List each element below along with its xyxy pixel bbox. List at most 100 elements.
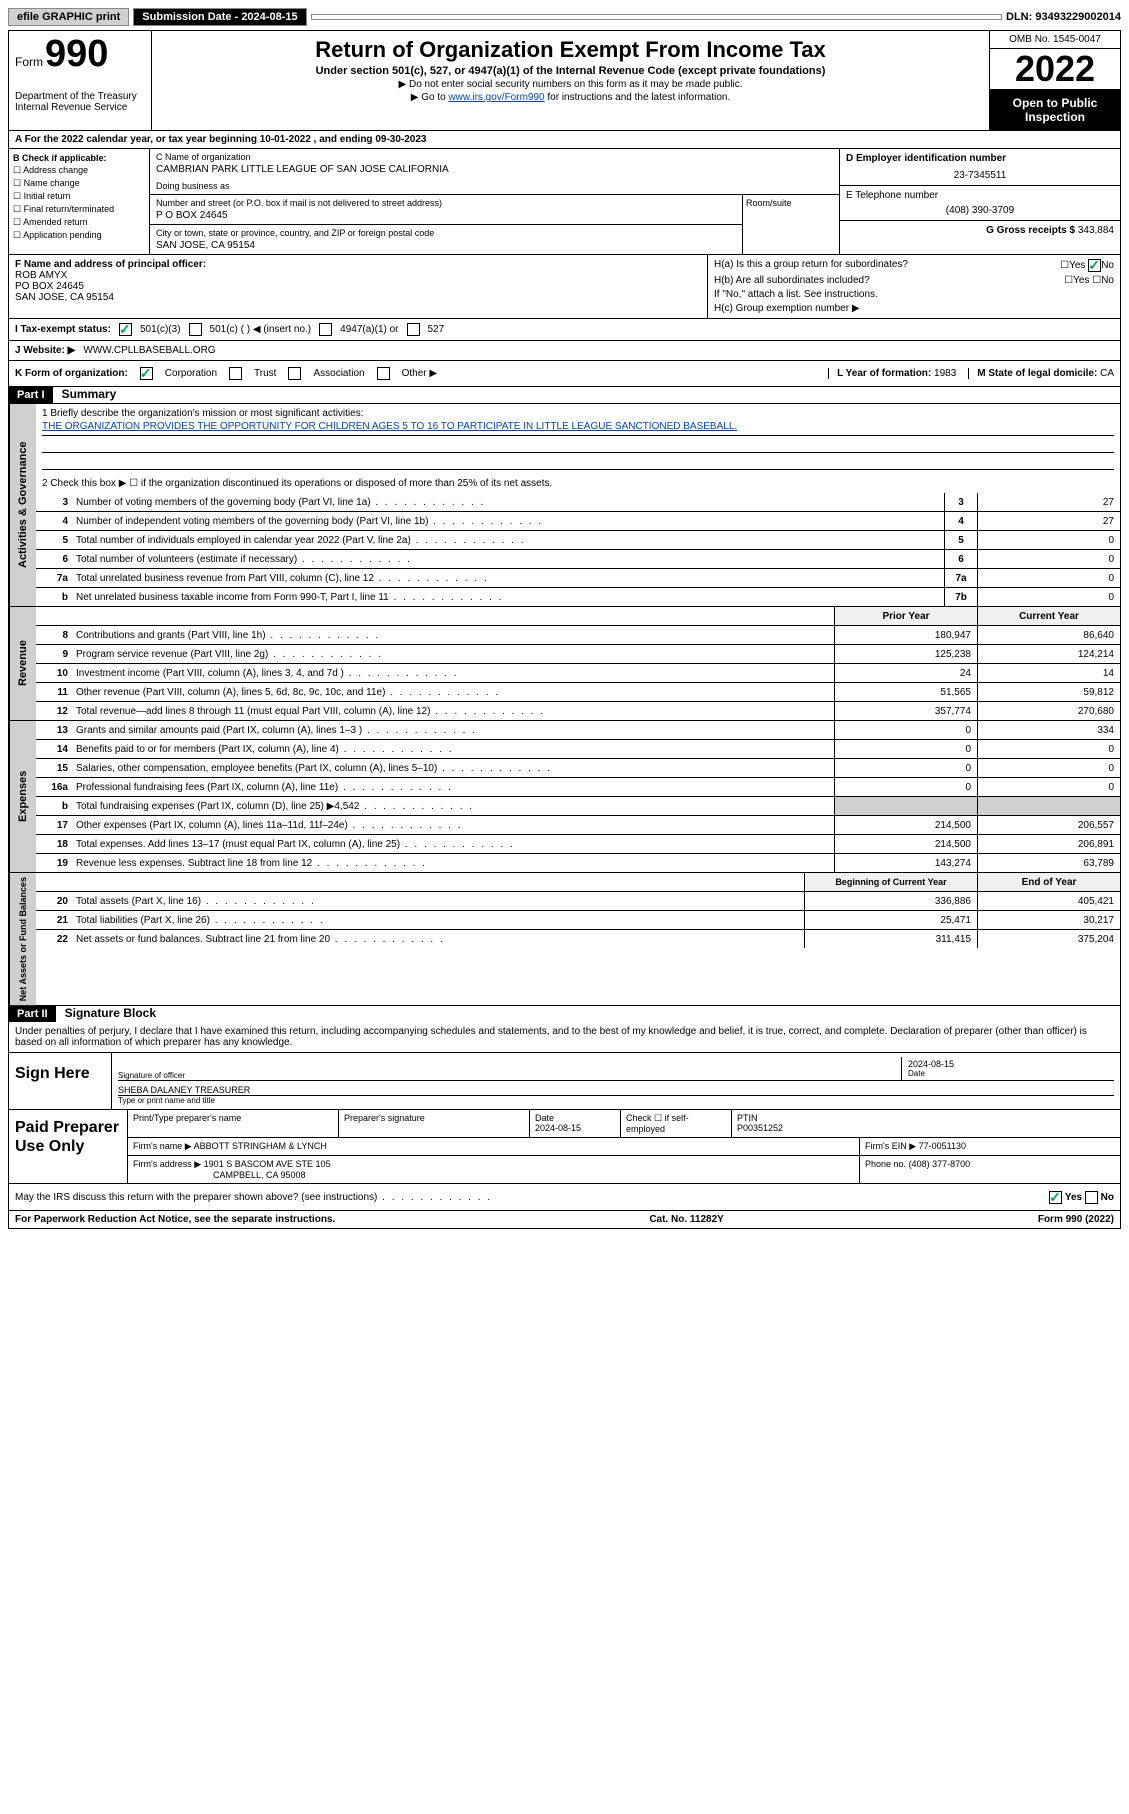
ha-no: No — [1101, 260, 1114, 271]
ein-label: D Employer identification number — [846, 153, 1114, 164]
blank-line-1 — [42, 438, 1114, 453]
line-16a: 16a Professional fundraising fees (Part … — [36, 778, 1120, 797]
line-22: 22 Net assets or fund balances. Subtract… — [36, 930, 1120, 948]
opt-501c3: 501(c)(3) — [140, 324, 181, 335]
open-public-badge: Open to Public Inspection — [990, 90, 1120, 130]
sign-here-row: Sign Here Signature of officer 2024-08-1… — [9, 1053, 1120, 1110]
irs-link[interactable]: www.irs.gov/Form990 — [448, 92, 544, 103]
cb-address[interactable]: ☐ Address change — [13, 165, 145, 176]
tax-year: 2022 — [990, 49, 1120, 90]
firm-name-cell: Firm's name ▶ ABBOTT STRINGHAM & LYNCH — [128, 1138, 860, 1155]
cb-4947[interactable] — [319, 323, 332, 336]
tab-netassets: Net Assets or Fund Balances — [9, 873, 36, 1005]
room-suite: Room/suite — [742, 195, 839, 254]
officer-name-line: SHEBA DALANEY TREASURER Type or print na… — [118, 1081, 1114, 1105]
dln: DLN: 93493229002014 — [1006, 11, 1121, 23]
j-label: J Website: ▶ — [15, 345, 75, 356]
info-grid: B Check if applicable: ☐ Address change … — [9, 149, 1120, 254]
hb-no[interactable]: No — [1101, 275, 1114, 286]
may-irs-yes-cb[interactable] — [1049, 1191, 1062, 1204]
prep-date-cell: Date2024-08-15 — [530, 1110, 621, 1137]
cb-assoc[interactable] — [288, 367, 301, 380]
may-irs-text: May the IRS discuss this return with the… — [15, 1192, 1029, 1203]
mission-text: THE ORGANIZATION PROVIDES THE OPPORTUNIT… — [42, 421, 1114, 436]
footer-right: Form 990 (2022) — [1038, 1214, 1114, 1225]
revenue-section: Revenue Prior Year Current Year 8 Contri… — [9, 607, 1120, 721]
tab-expenses: Expenses — [9, 721, 36, 872]
netassets-section: Net Assets or Fund Balances Beginning of… — [9, 873, 1120, 1006]
hb-yes[interactable]: Yes — [1073, 275, 1089, 286]
topbar: efile GRAPHIC print Submission Date - 20… — [8, 8, 1121, 26]
part2-header-row: Part II Signature Block — [9, 1006, 1120, 1022]
org-name: CAMBRIAN PARK LITTLE LEAGUE OF SAN JOSE … — [156, 164, 833, 175]
governance-section: Activities & Governance 1 Briefly descri… — [9, 404, 1120, 607]
form-number: 990 — [45, 35, 108, 73]
gross-row: G Gross receipts $ 343,884 — [840, 221, 1120, 240]
paid-preparer-row: Paid Preparer Use Only Print/Type prepar… — [9, 1110, 1120, 1184]
gov-line-6: 6 Total number of volunteers (estimate i… — [36, 550, 1120, 569]
f-name: ROB AMYX — [15, 270, 67, 281]
opt-trust: Trust — [254, 368, 276, 379]
col-b-title: B Check if applicable: — [13, 153, 145, 163]
footer-mid: Cat. No. 11282Y — [649, 1214, 723, 1225]
line-18: 18 Total expenses. Add lines 13–17 (must… — [36, 835, 1120, 854]
spacer — [311, 14, 1002, 20]
sig-date-value: 2024-08-15 — [908, 1059, 1108, 1069]
efile-button[interactable]: efile GRAPHIC print — [8, 8, 129, 26]
l-value: 1983 — [934, 368, 956, 379]
col-prior-header: Prior Year — [834, 607, 977, 625]
cb-final[interactable]: ☐ Final return/terminated — [13, 204, 145, 215]
line-13: 13 Grants and similar amounts paid (Part… — [36, 721, 1120, 740]
ha-no-check[interactable] — [1088, 259, 1101, 272]
gross-value: 343,884 — [1078, 225, 1114, 236]
gov-line-5: 5 Total number of individuals employed i… — [36, 531, 1120, 550]
cb-pending[interactable]: ☐ Application pending — [13, 230, 145, 241]
row-i-tax-status: I Tax-exempt status: 501(c)(3) 501(c) ( … — [9, 319, 1120, 341]
dept-label: Department of the Treasury — [15, 91, 145, 102]
m-label: M State of legal domicile: — [977, 368, 1097, 379]
col-curr-header: Current Year — [977, 607, 1120, 625]
self-emp-cell[interactable]: Check ☐ if self-employed — [621, 1110, 732, 1137]
group-return: H(a) Is this a group return for subordin… — [707, 255, 1120, 318]
tab-revenue: Revenue — [9, 607, 36, 720]
cb-501c3[interactable] — [119, 323, 132, 336]
may-irs-no-cb[interactable] — [1085, 1191, 1098, 1204]
gross-label: G Gross receipts $ — [986, 225, 1075, 236]
form-subtitle-3: ▶ Go to www.irs.gov/Form990 for instruct… — [156, 92, 985, 103]
col-c-info: C Name of organization CAMBRIAN PARK LIT… — [150, 149, 839, 254]
form-subtitle-2: ▶ Do not enter social security numbers o… — [156, 79, 985, 90]
ha-yes[interactable]: Yes — [1069, 260, 1085, 271]
cb-amended[interactable]: ☐ Amended return — [13, 217, 145, 228]
cb-other[interactable] — [377, 367, 390, 380]
line-11: 11 Other revenue (Part VIII, column (A),… — [36, 683, 1120, 702]
firm-phone-cell: Phone no. (408) 377-8700 — [860, 1156, 1120, 1183]
addr-value: P O BOX 24645 — [156, 210, 736, 221]
line-b: b Total fundraising expenses (Part IX, c… — [36, 797, 1120, 816]
irs-label: Internal Revenue Service — [15, 102, 145, 113]
line-10: 10 Investment income (Part VIII, column … — [36, 664, 1120, 683]
declaration-text: Under penalties of perjury, I declare th… — [9, 1022, 1120, 1053]
phone-row: E Telephone number (408) 390-3709 — [840, 186, 1120, 221]
hc-label: H(c) Group exemption number ▶ — [714, 303, 1114, 314]
paid-prep-label: Paid Preparer Use Only — [9, 1110, 127, 1183]
cb-initial[interactable]: ☐ Initial return — [13, 191, 145, 202]
hb-label: H(b) Are all subordinates included? — [714, 275, 870, 286]
line-14: 14 Benefits paid to or for members (Part… — [36, 740, 1120, 759]
principal-officer: F Name and address of principal officer:… — [9, 255, 707, 318]
officer-sig-line: Signature of officer 2024-08-15 Date — [118, 1057, 1114, 1081]
phone-label: E Telephone number — [846, 190, 1114, 201]
row-k-form-org: K Form of organization: Corporation Trus… — [9, 361, 1120, 387]
cb-name[interactable]: ☐ Name change — [13, 178, 145, 189]
cb-501c[interactable] — [189, 323, 202, 336]
m-value: CA — [1100, 368, 1114, 379]
k-label: K Form of organization: — [15, 368, 128, 379]
sub3-post: for instructions and the latest informat… — [545, 92, 731, 103]
header-left: Form 990 Department of the Treasury Inte… — [9, 31, 152, 130]
cb-corp[interactable] — [140, 367, 153, 380]
form-subtitle-1: Under section 501(c), 527, or 4947(a)(1)… — [156, 65, 985, 77]
cb-trust[interactable] — [229, 367, 242, 380]
form-container: Form 990 Department of the Treasury Inte… — [8, 30, 1121, 1229]
form-header: Form 990 Department of the Treasury Inte… — [9, 31, 1120, 131]
line1-label: 1 Briefly describe the organization's mi… — [42, 408, 1114, 419]
cb-527[interactable] — [407, 323, 420, 336]
